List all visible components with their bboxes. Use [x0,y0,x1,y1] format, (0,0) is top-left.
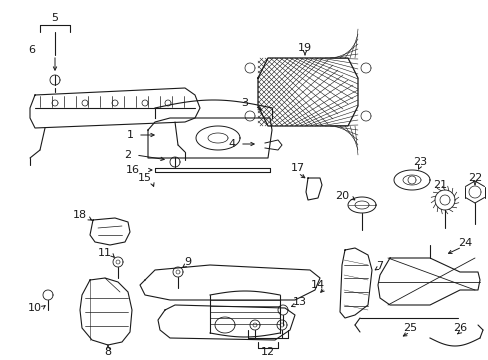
Text: 2: 2 [124,150,131,160]
Text: 26: 26 [452,323,466,333]
Text: 20: 20 [334,191,348,201]
Text: 3: 3 [241,98,248,108]
Text: 4: 4 [227,139,235,149]
Text: 25: 25 [402,323,416,333]
Text: 17: 17 [290,163,305,173]
Text: 10: 10 [28,303,42,313]
Text: 1: 1 [126,130,133,140]
Text: 8: 8 [104,347,111,357]
Text: 9: 9 [184,257,191,267]
Text: 14: 14 [310,280,325,290]
Text: 6: 6 [28,45,36,55]
Text: 12: 12 [261,347,274,357]
Text: 7: 7 [376,261,383,271]
Text: 11: 11 [98,248,112,258]
Text: 23: 23 [412,157,426,167]
Text: 24: 24 [457,238,471,248]
Text: 15: 15 [138,173,152,183]
Text: 13: 13 [292,297,306,307]
Text: 19: 19 [297,43,311,53]
Text: 21: 21 [432,180,446,190]
Text: 22: 22 [467,173,481,183]
Text: 16: 16 [126,165,140,175]
Text: 5: 5 [51,13,59,23]
Text: 18: 18 [73,210,87,220]
